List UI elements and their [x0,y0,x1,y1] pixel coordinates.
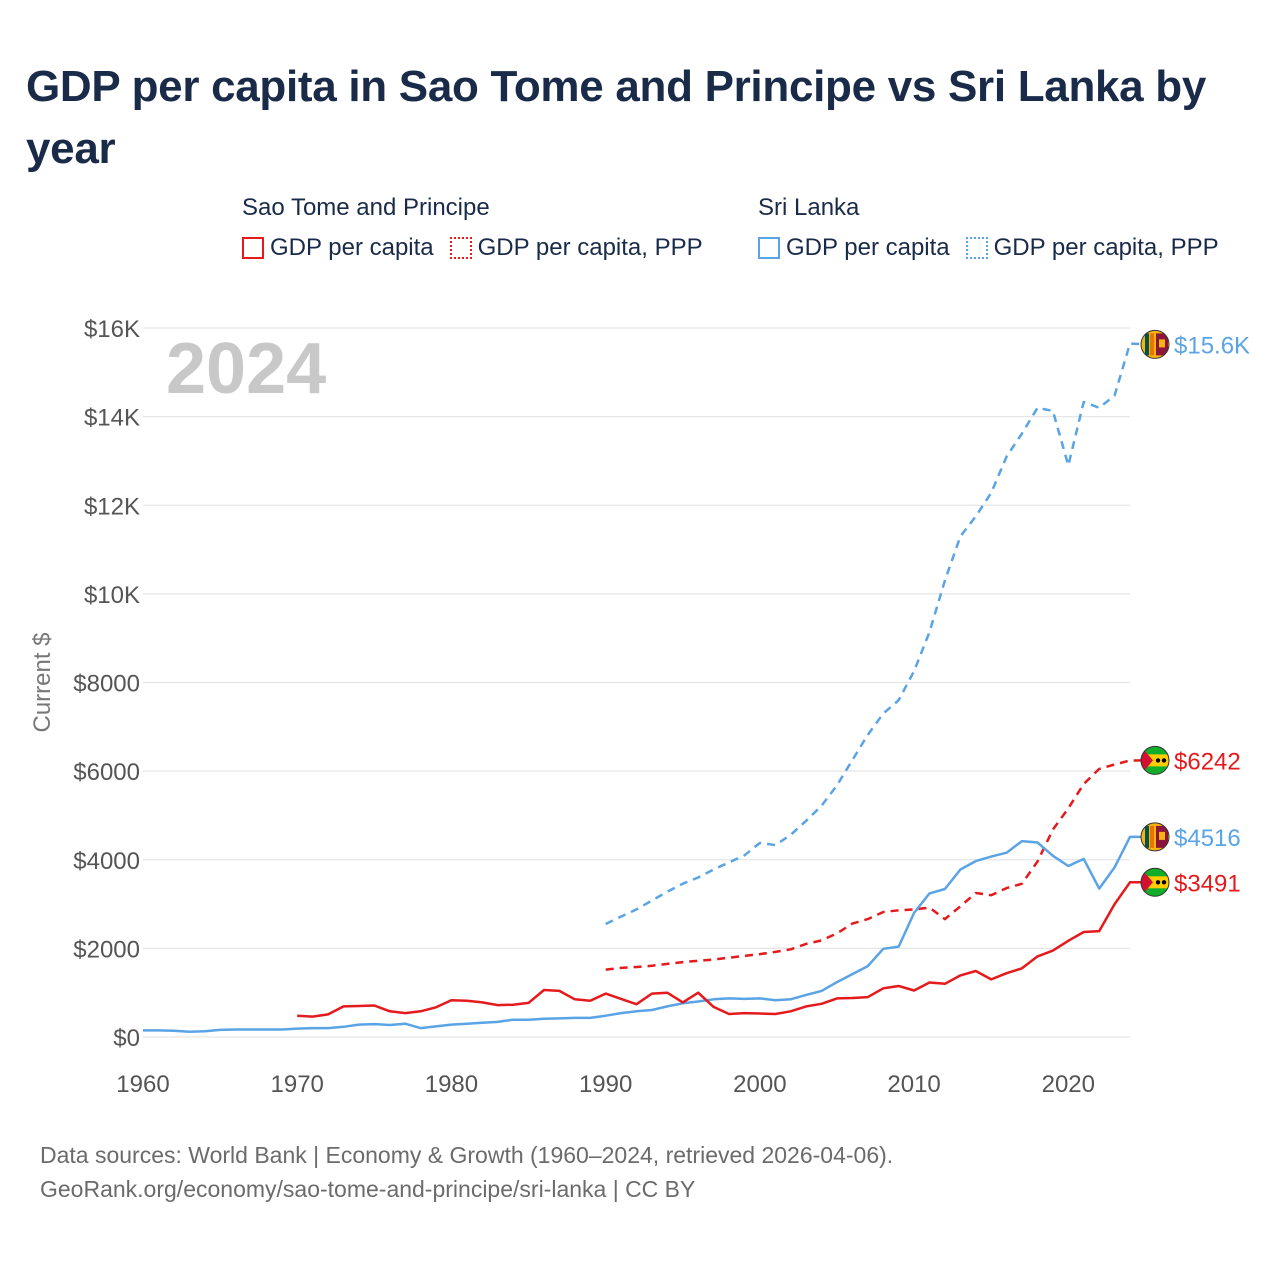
y-tick-label: $10K [84,582,140,609]
y-tick-label: $2000 [73,936,140,963]
legend-item-sao-tome-gdp-ppp[interactable]: GDP per capita, PPP [449,234,703,262]
legend-group-title: Sri Lanka [758,194,860,221]
x-tick-label: 2010 [887,1071,940,1098]
x-tick-label: 2000 [733,1071,786,1098]
x-tick-label: 1980 [425,1071,478,1098]
legend-item-sri-lanka-gdp[interactable]: GDP per capita [758,234,950,262]
series-line [605,342,1146,926]
legend-swatch-dotted-red [449,237,472,259]
footer-link[interactable]: GeoRank.org/economy/sao-tome-and-princip… [40,1176,696,1202]
chart-title: GDP per capita in Sao Tome and Principe … [26,62,1207,173]
sri-lanka-flag-icon [1140,822,1170,852]
end-value-label: $15.6K [1174,332,1250,359]
legend-swatch-solid-red [242,237,264,259]
end-value-label: $6242 [1174,748,1241,775]
y-tick-label: $6000 [73,759,140,786]
legend-item-sao-tome-gdp[interactable]: GDP per capita [242,234,434,262]
x-tick-label: 1990 [579,1071,632,1098]
legend-swatch-solid-blue [758,237,780,259]
y-tick-label: $12K [84,493,140,520]
legend-swatch-dotted-blue [965,237,988,259]
footer: Data sources: World Bank | Economy & Gro… [40,1138,893,1206]
year-watermark: 2024 [166,329,326,409]
sao-tome-flag-icon [1140,745,1170,775]
end-value-label: $4516 [1174,825,1241,852]
line-chart: 2024 $0 $2000 $4000 $6000 $8000 $10K $12K $14K $… [29,316,1250,1098]
y-tick-label: $8000 [73,671,140,698]
legend-label: GDP per capita, PPP [993,234,1219,261]
y-axis-label: Current $ [29,632,56,732]
y-tick-label: $0 [113,1025,140,1052]
y-tick-label: $16K [84,316,140,343]
sri-lanka-flag-icon [1140,329,1170,359]
x-tick-label: 1970 [271,1071,324,1098]
y-tick-label: $4000 [73,848,140,875]
legend-group-sri-lanka: Sri Lanka GDP per capita GDP per capita,… [758,192,1235,262]
end-value-label: $3491 [1174,870,1241,897]
y-tick-label: $14K [84,405,140,432]
series-line [605,759,1146,971]
legend-item-sri-lanka-gdp-ppp[interactable]: GDP per capita, PPP [965,234,1219,262]
legend-group-sao-tome: Sao Tome and Principe GDP per capita GDP… [242,192,719,262]
x-tick-label: 1960 [116,1071,169,1098]
footer-sources: Data sources: World Bank | Economy & Gro… [40,1142,894,1168]
legend-label: GDP per capita [786,234,950,261]
series-line [143,835,1146,1033]
sao-tome-flag-icon [1140,867,1170,897]
legend-group-title: Sao Tome and Principe [242,194,490,221]
series-line [297,881,1146,1018]
legend-label: GDP per capita, PPP [477,234,703,261]
x-tick-label: 2020 [1042,1071,1095,1098]
legend-label: GDP per capita [270,234,434,261]
